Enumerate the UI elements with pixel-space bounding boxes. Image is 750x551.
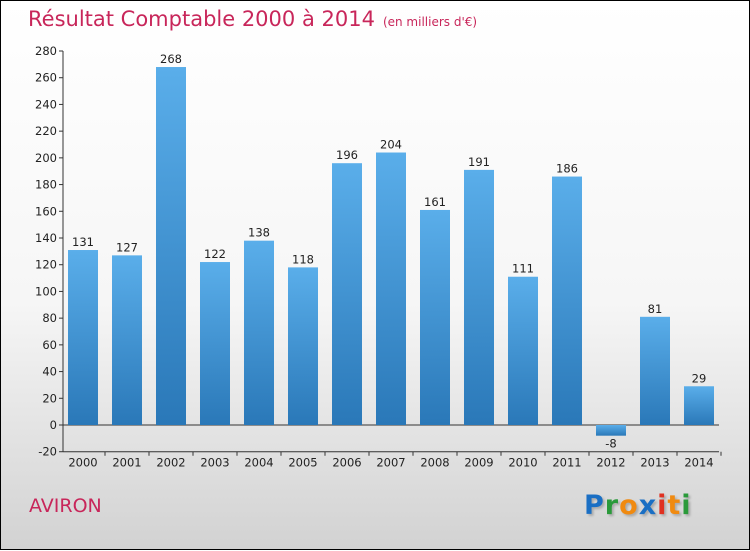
title-text: Résultat Comptable 2000 à 2014 [28, 7, 375, 31]
x-tick-label: 2002 [156, 456, 185, 470]
y-tick-label: 200 [35, 151, 57, 165]
y-tick-label: 80 [42, 311, 57, 325]
y-tick-label: 120 [35, 258, 57, 272]
y-tick-label: 60 [42, 338, 57, 352]
logo-letter: t [667, 490, 682, 521]
commune-name: AVIRON [29, 495, 102, 517]
y-tick-label: 40 [42, 365, 57, 379]
y-tick-label: 100 [35, 284, 57, 298]
data-label-2009: 191 [468, 155, 490, 169]
data-label-2005: 118 [292, 252, 314, 266]
data-label-2008: 161 [424, 195, 446, 209]
data-label-2001: 127 [116, 240, 138, 254]
bar-2014 [684, 386, 714, 425]
bar-2004 [244, 240, 274, 425]
chart-title: Résultat Comptable 2000 à 2014 (en millie… [28, 7, 477, 31]
y-tick-label: 280 [35, 44, 57, 58]
bar-2007 [376, 152, 406, 425]
data-label-2010: 111 [512, 262, 534, 276]
y-tick-label: 220 [35, 124, 57, 138]
bar-2001 [112, 255, 142, 425]
x-tick-label: 2012 [596, 456, 625, 470]
logo-letter: i [657, 490, 668, 521]
x-tick-label: 2008 [420, 456, 449, 470]
data-label-2000: 131 [72, 235, 94, 249]
x-tick-label: 2005 [288, 456, 317, 470]
bar-2008 [420, 209, 450, 425]
x-tick-label: 2004 [244, 456, 273, 470]
data-label-2003: 122 [204, 247, 226, 261]
y-tick-label: 160 [35, 204, 57, 218]
bar-2009 [464, 169, 494, 425]
bar-2005 [288, 267, 318, 425]
data-label-2006: 196 [336, 148, 358, 162]
x-tick-label: 2000 [68, 456, 97, 470]
data-label-2014: 29 [692, 371, 707, 385]
bar-2012 [596, 425, 626, 436]
y-tick-label: -20 [38, 445, 57, 459]
x-tick-label: 2006 [332, 456, 361, 470]
unit-label: (en milliers d'€) [382, 15, 478, 29]
bar-2006 [332, 163, 362, 425]
data-label-2007: 204 [380, 138, 402, 152]
bar-2011 [552, 176, 582, 425]
data-label-2013: 81 [648, 302, 663, 316]
data-label-2012: -8 [605, 437, 616, 451]
y-tick-label: 180 [35, 178, 57, 192]
x-tick-label: 2013 [640, 456, 669, 470]
x-tick-label: 2001 [112, 456, 141, 470]
proxiti-logo: Proxiti [584, 490, 692, 521]
bar-2002 [156, 67, 186, 426]
y-tick-label: 20 [42, 391, 57, 405]
bar-2000 [68, 250, 98, 425]
x-tick-label: 2010 [508, 456, 537, 470]
y-tick-label: 0 [50, 418, 57, 432]
logo-letter: x [638, 490, 658, 521]
y-tick-label: 140 [35, 231, 57, 245]
bar-2013 [640, 316, 670, 425]
bar-2010 [508, 276, 538, 425]
data-label-2002: 268 [160, 52, 182, 66]
x-tick-label: 2009 [464, 456, 493, 470]
data-label-2004: 138 [248, 226, 270, 240]
logo-letter: r [604, 490, 620, 521]
bar-2003 [200, 262, 230, 425]
logo-letter: i [681, 490, 692, 521]
x-tick-label: 2007 [376, 456, 405, 470]
logo-letter: P [584, 490, 605, 521]
logo-letter: o [619, 490, 639, 521]
x-tick-label: 2014 [684, 456, 713, 470]
x-tick-label: 2003 [200, 456, 229, 470]
x-tick-label: 2011 [552, 456, 581, 470]
y-tick-label: 240 [35, 97, 57, 111]
data-label-2011: 186 [556, 162, 578, 176]
y-tick-label: 260 [35, 71, 57, 85]
